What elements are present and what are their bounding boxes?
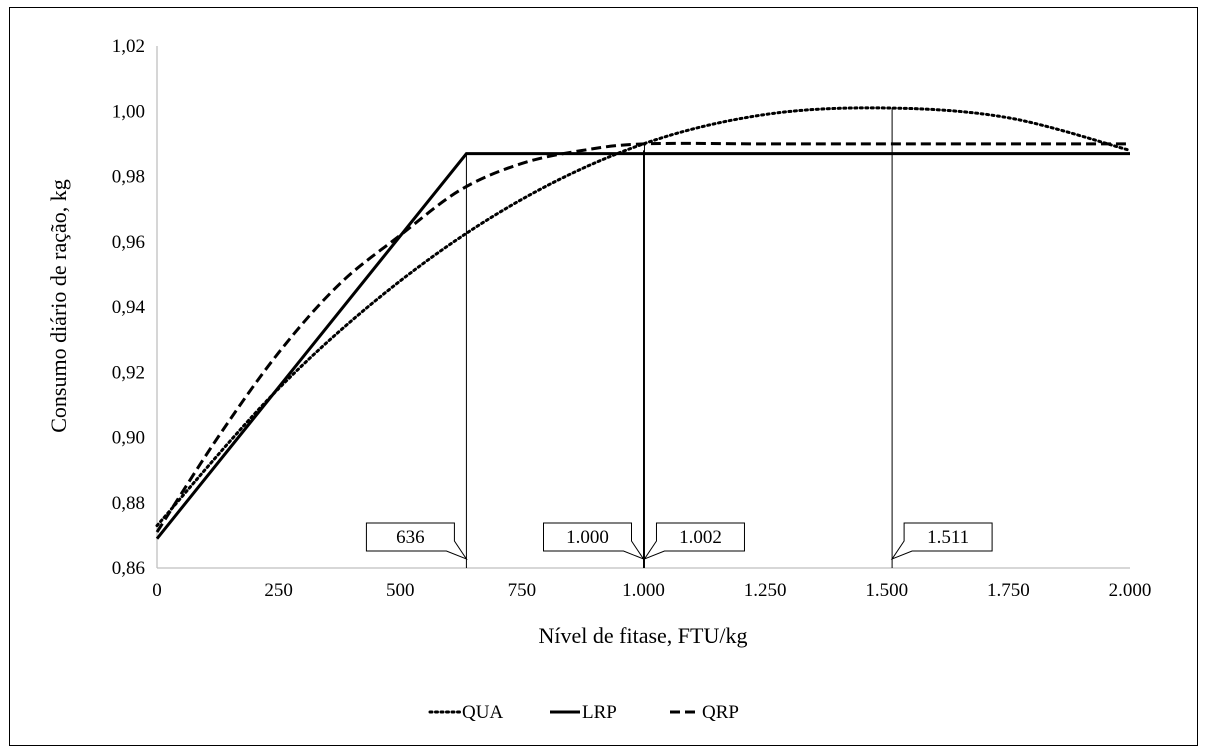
callout-label: 636 (396, 527, 425, 548)
callout-drop-lines (465, 107, 893, 568)
x-tick-label: 500 (386, 580, 415, 601)
y-tick-label: 0,92 (112, 362, 145, 383)
x-tick-label: 250 (264, 580, 293, 601)
callout-1.000: 1.000 (543, 522, 645, 561)
x-tick-label: 2.000 (1109, 580, 1152, 601)
x-tick-label: 1.250 (744, 580, 787, 601)
y-tick-label: 0,90 (112, 428, 145, 449)
y-tick-label: 0,86 (112, 558, 145, 579)
series-line-qrp (155, 141, 1130, 533)
tick-labels: 0 250 500 750 1.000 1.250 1.500 1.750 2.000 0,86 0… (112, 36, 1152, 601)
series-layer (155, 106, 1132, 540)
callout-box (643, 522, 745, 561)
x-tick-label: 0 (152, 580, 162, 601)
callout-box (543, 522, 645, 561)
legend-label: LRP (582, 702, 617, 723)
callout-box (365, 522, 468, 561)
callout-label: 1.511 (927, 527, 969, 548)
callout-label: 1.002 (679, 527, 722, 548)
y-tick-label: 0,98 (112, 167, 145, 188)
legend-item-qua: QUA (428, 702, 503, 723)
legend: QUA LRP QRP (428, 702, 739, 723)
y-tick-label: 0,88 (112, 493, 145, 514)
chart-frame (9, 7, 1198, 746)
callout-box (890, 522, 993, 561)
legend-label: QUA (462, 702, 503, 723)
legend-item-lrp: LRP (550, 702, 617, 723)
legend-label: QRP (702, 702, 739, 723)
callout-1.002: 1.002 (643, 522, 745, 561)
callout-boxes: 636 1.000 1.002 1.511 (365, 522, 993, 561)
y-tick-label: 1,02 (112, 36, 145, 57)
y-tick-label: 0,94 (112, 297, 146, 318)
y-axis-title: Consumo diário de ração, kg (46, 179, 71, 433)
callout-1.511: 1.511 (890, 522, 993, 561)
callout-636: 636 (365, 522, 468, 561)
x-tick-label: 1.750 (987, 580, 1030, 601)
x-tick-label: 1.000 (622, 580, 665, 601)
legend-item-qrp: QRP (670, 702, 739, 723)
x-tick-label: 1.500 (865, 580, 908, 601)
callout-label: 1.000 (566, 527, 609, 548)
x-tick-label: 750 (508, 580, 537, 601)
y-tick-label: 1,00 (112, 101, 145, 122)
x-axis-title: Nível de fitase, FTU/kg (539, 623, 748, 648)
series-line-qua (155, 106, 1132, 528)
y-tick-label: 0,96 (112, 232, 145, 253)
series-line-lrp (155, 152, 1130, 540)
